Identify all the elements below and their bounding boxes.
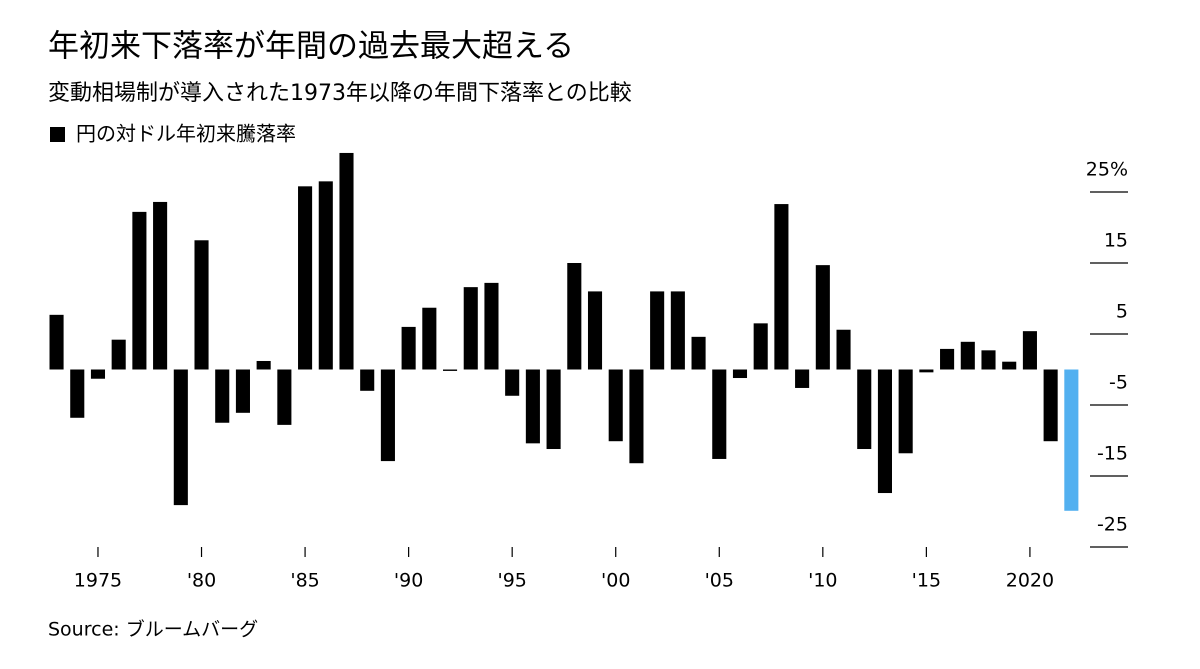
bar xyxy=(815,265,830,370)
bar xyxy=(401,326,416,370)
bar xyxy=(857,369,872,450)
bar xyxy=(940,348,955,370)
bar xyxy=(608,369,623,442)
x-tick-label: 1975 xyxy=(74,570,122,592)
bar xyxy=(463,287,478,370)
bar xyxy=(960,341,975,370)
bar xyxy=(153,201,168,370)
bar xyxy=(898,369,913,454)
y-tick-label: 15 xyxy=(1104,230,1128,252)
bar xyxy=(298,186,313,370)
x-tick-label: '00 xyxy=(601,570,630,592)
bar xyxy=(1064,369,1079,511)
x-tick-label: '15 xyxy=(912,570,941,592)
bar xyxy=(380,369,395,462)
bar xyxy=(484,282,499,370)
bar xyxy=(339,152,354,370)
x-tick-label: '85 xyxy=(290,570,319,592)
bar xyxy=(525,369,540,444)
bar xyxy=(194,240,209,370)
y-tick-label: -5 xyxy=(1109,372,1128,394)
bar xyxy=(277,369,292,425)
bar xyxy=(422,307,437,370)
bar xyxy=(111,339,126,370)
bar xyxy=(774,204,789,370)
x-tick-label: '95 xyxy=(497,570,526,592)
bar xyxy=(1022,331,1037,370)
x-tick-label: '05 xyxy=(705,570,734,592)
bar xyxy=(70,369,85,418)
bar xyxy=(49,314,64,370)
bar xyxy=(546,369,561,450)
bar xyxy=(877,369,892,494)
legend-swatch xyxy=(50,127,65,142)
x-tick-label: '90 xyxy=(394,570,423,592)
bar xyxy=(650,291,665,370)
bar xyxy=(587,291,603,370)
bar xyxy=(691,336,706,370)
bar xyxy=(1043,369,1058,442)
bar xyxy=(919,369,934,373)
bar xyxy=(173,369,188,506)
bar xyxy=(235,369,250,413)
bar xyxy=(836,329,851,370)
chart-subtitle: 変動相場制が導入された1973年以降の年間下落率との比較 xyxy=(48,81,632,106)
bar xyxy=(256,360,271,370)
y-tick-label: 5 xyxy=(1116,301,1128,323)
bar xyxy=(505,369,520,396)
bar xyxy=(753,323,768,370)
bar xyxy=(629,369,644,464)
x-tick-label: '80 xyxy=(187,570,216,592)
x-tick-label: 2020 xyxy=(1006,570,1054,592)
bar xyxy=(795,369,810,388)
y-tick-label: -25 xyxy=(1097,514,1128,536)
bar xyxy=(732,369,748,379)
bar xyxy=(981,350,996,370)
legend-label: 円の対ドル年初来騰落率 xyxy=(76,122,296,146)
bar xyxy=(132,211,147,370)
bar xyxy=(712,369,727,459)
bar xyxy=(90,369,106,379)
y-tick-label: -15 xyxy=(1097,443,1128,465)
bar xyxy=(670,291,685,370)
bar xyxy=(318,181,333,370)
bar xyxy=(443,369,458,371)
chart-title: 年初来下落率が年間の過去最大超える xyxy=(48,29,574,65)
y-tick-label: 25% xyxy=(1086,159,1128,181)
source: Source: ブルームバーグ xyxy=(48,618,258,641)
bar xyxy=(1002,361,1017,370)
bar xyxy=(360,369,375,391)
x-tick-label: '10 xyxy=(808,570,837,592)
bar xyxy=(567,263,582,370)
bar xyxy=(215,369,230,423)
